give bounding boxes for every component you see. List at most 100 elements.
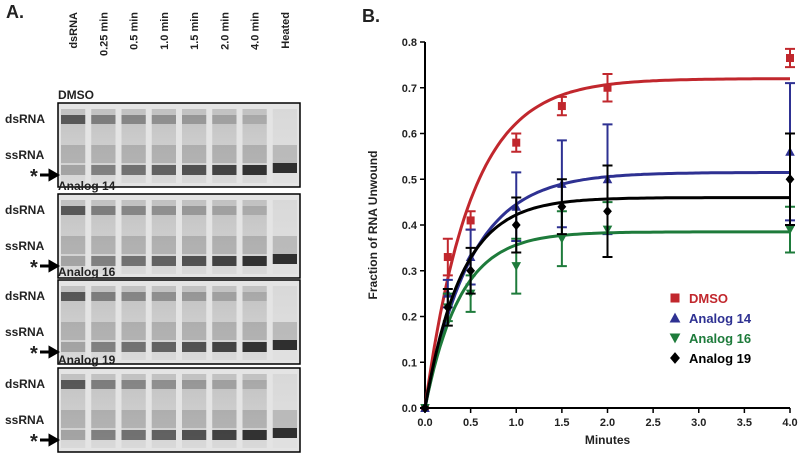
data-point — [785, 225, 795, 235]
gel-band — [182, 115, 207, 124]
gel-lane — [91, 286, 116, 360]
arrow — [40, 433, 61, 447]
x-tick-label: 3.0 — [691, 417, 706, 429]
gel-smear — [91, 236, 116, 254]
gel-band — [242, 342, 267, 352]
gel-smear — [242, 322, 267, 340]
arrow — [40, 259, 61, 273]
gel-smear — [182, 322, 207, 340]
gel-smear — [242, 236, 267, 254]
gel-smear — [61, 322, 86, 340]
lane-label: 4.0 min — [250, 12, 262, 50]
x-tick-label: 1.5 — [554, 417, 569, 429]
data-point — [443, 253, 452, 262]
gel-band — [242, 115, 267, 124]
gel-lane — [91, 200, 116, 274]
x-tick-label: 4.0 — [782, 417, 797, 429]
row-label: ssRNA — [5, 148, 45, 162]
gel-smear — [151, 410, 176, 428]
y-tick-label: 0.4 — [402, 220, 418, 232]
gel-band — [61, 115, 86, 124]
gel-smear — [121, 322, 146, 340]
gel-smear — [212, 322, 237, 340]
gel-band — [182, 256, 207, 266]
gel-band — [151, 165, 176, 175]
gel-band — [182, 206, 207, 215]
arrow — [40, 345, 61, 359]
lane-label: Heated — [280, 12, 292, 49]
gel-band — [272, 428, 297, 438]
gel-band — [121, 256, 146, 266]
gel-band — [272, 254, 297, 264]
arrow — [40, 168, 61, 182]
gel-smear — [121, 145, 146, 163]
row-label: * — [30, 257, 38, 279]
gel-smear — [91, 322, 116, 340]
panel-label: B. — [362, 6, 380, 26]
y-tick-label: 0.3 — [402, 266, 417, 278]
gel-band — [61, 256, 86, 266]
gel-smear — [151, 145, 176, 163]
gel-band — [91, 380, 116, 389]
data-point — [786, 54, 794, 63]
gel-smear — [61, 145, 86, 163]
gel-title: Analog 14 — [58, 179, 116, 193]
row-label: ssRNA — [5, 239, 45, 253]
gel-band — [212, 256, 237, 266]
gel-band — [151, 115, 176, 124]
legend-marker — [670, 293, 680, 303]
gel-smear — [272, 145, 297, 163]
gel-band — [212, 292, 237, 301]
gel-band — [91, 292, 116, 301]
legend-label: Analog 14 — [689, 311, 752, 326]
data-point — [512, 138, 521, 147]
gel-band — [212, 342, 237, 352]
row-label: ssRNA — [5, 325, 45, 339]
y-tick-label: 0.7 — [402, 83, 417, 95]
lane-label: 0.25 min — [98, 12, 110, 56]
gel-smear — [272, 236, 297, 254]
gel-smear — [151, 322, 176, 340]
y-tick-label: 0.2 — [402, 312, 417, 324]
y-tick-label: 0.1 — [402, 357, 417, 369]
lane-label: 1.0 min — [159, 12, 171, 50]
row-label: dsRNA — [5, 377, 45, 391]
gel-smear — [61, 410, 86, 428]
gel-smear — [212, 145, 237, 163]
gel-band — [151, 342, 176, 352]
gel-band — [182, 292, 207, 301]
gel-band — [242, 165, 267, 175]
data-point — [511, 262, 522, 271]
data-point — [603, 83, 612, 92]
gel-band — [151, 380, 176, 389]
gel-lane — [91, 109, 116, 183]
data-point — [511, 219, 521, 231]
gel-band — [212, 380, 237, 389]
gel-band — [272, 163, 297, 173]
gel-band — [182, 342, 207, 352]
gel-band — [121, 292, 146, 301]
data-point — [557, 234, 567, 244]
legend-marker — [670, 352, 680, 364]
gel-band — [121, 430, 146, 440]
gel-smear — [121, 410, 146, 428]
gel-band — [151, 292, 176, 301]
gel-band — [182, 430, 207, 440]
legend-marker — [669, 312, 681, 323]
gel-band — [61, 342, 86, 352]
gel-band — [242, 256, 267, 266]
y-axis-label: Fraction of RNA Unwound — [366, 151, 380, 300]
gel-smear — [272, 410, 297, 428]
gel-smear — [91, 410, 116, 428]
legend-marker — [669, 333, 681, 344]
data-point — [420, 402, 430, 414]
gel-band — [182, 165, 207, 175]
gel-band — [242, 292, 267, 301]
gel-band — [91, 115, 116, 124]
gel-band — [61, 380, 86, 389]
legend-label: Analog 16 — [689, 331, 751, 346]
data-point — [466, 216, 475, 225]
legend-label: Analog 19 — [689, 351, 751, 366]
gel-band — [242, 380, 267, 389]
